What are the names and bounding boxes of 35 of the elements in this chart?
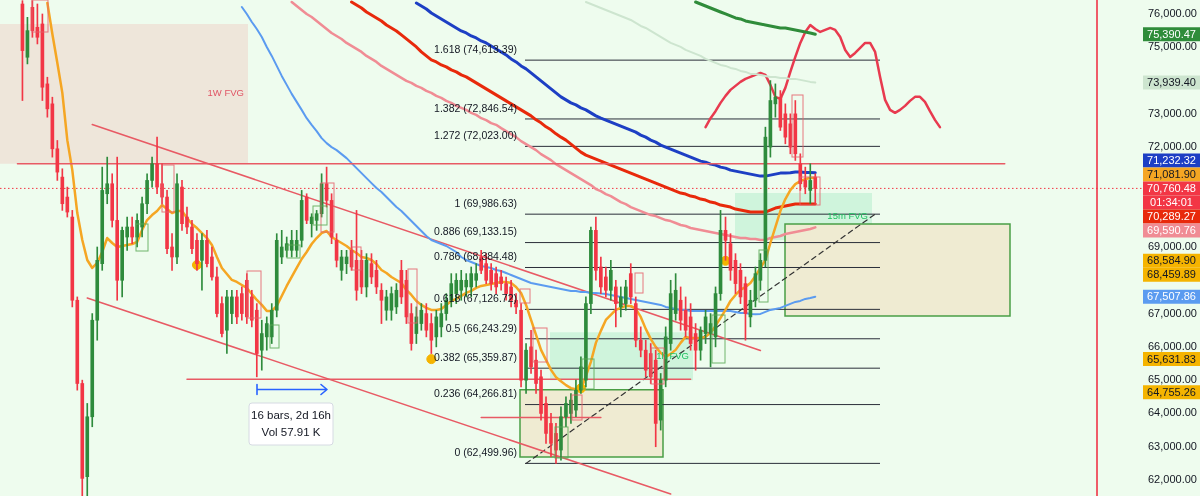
y-tick-label: 65,000.00: [1148, 373, 1197, 386]
text: 69,590.76: [1147, 223, 1196, 236]
annotation: 16 bars, 2d 16h: [251, 408, 331, 421]
y-tick-label: 63,000.00: [1148, 439, 1197, 452]
ref-line-label: 1.272 (72,023.00): [434, 129, 517, 142]
ref-line-label: 0.5 (66,243.29): [445, 321, 517, 334]
ref-line-label: 0.886 (69,133.15): [434, 225, 517, 238]
ref-line-label: 1.382 (72,846.54): [434, 101, 517, 114]
annotation: Vol 57.91 K: [261, 425, 321, 438]
y-tick-label: 72,000.00: [1148, 140, 1197, 153]
ref-line-label: 70,760.48: [1147, 181, 1196, 194]
text: 75,390.47: [1147, 27, 1196, 40]
band-label: 1W FVG: [207, 87, 244, 99]
ref-line-label: 1 (69,986.63): [454, 197, 517, 210]
y-tick-label: 66,000.00: [1148, 339, 1197, 352]
ref-line-label: 0.236 (64,266.81): [434, 387, 517, 400]
text: 71,081.90: [1147, 167, 1196, 180]
y-tick-label: 62,000.00: [1148, 473, 1197, 486]
text: 65,631.83: [1147, 352, 1196, 365]
text: 73,939.40: [1147, 76, 1196, 89]
ref-line-label: 0.382 (65,359.87): [434, 351, 517, 364]
text: 71,232.32: [1147, 153, 1196, 166]
ref-line-label: 0 (62,499.96): [454, 446, 517, 459]
text: 64,755.26: [1147, 385, 1196, 398]
y-tick-label: 73,000.00: [1148, 106, 1197, 119]
text: 70,289.27: [1147, 209, 1196, 222]
y-tick-label: 64,000.00: [1148, 406, 1197, 419]
text: 68,584.90: [1147, 254, 1196, 267]
text: 68,459.89: [1147, 268, 1196, 281]
y-tick-label: 76,000.00: [1148, 7, 1197, 20]
text: 01:34:01: [1150, 195, 1193, 208]
text: 67,507.86: [1147, 290, 1196, 303]
y-tick-label: 67,000.00: [1148, 306, 1197, 319]
y-tick-label: 69,000.00: [1148, 240, 1197, 253]
y-tick-label: 75,000.00: [1148, 40, 1197, 53]
